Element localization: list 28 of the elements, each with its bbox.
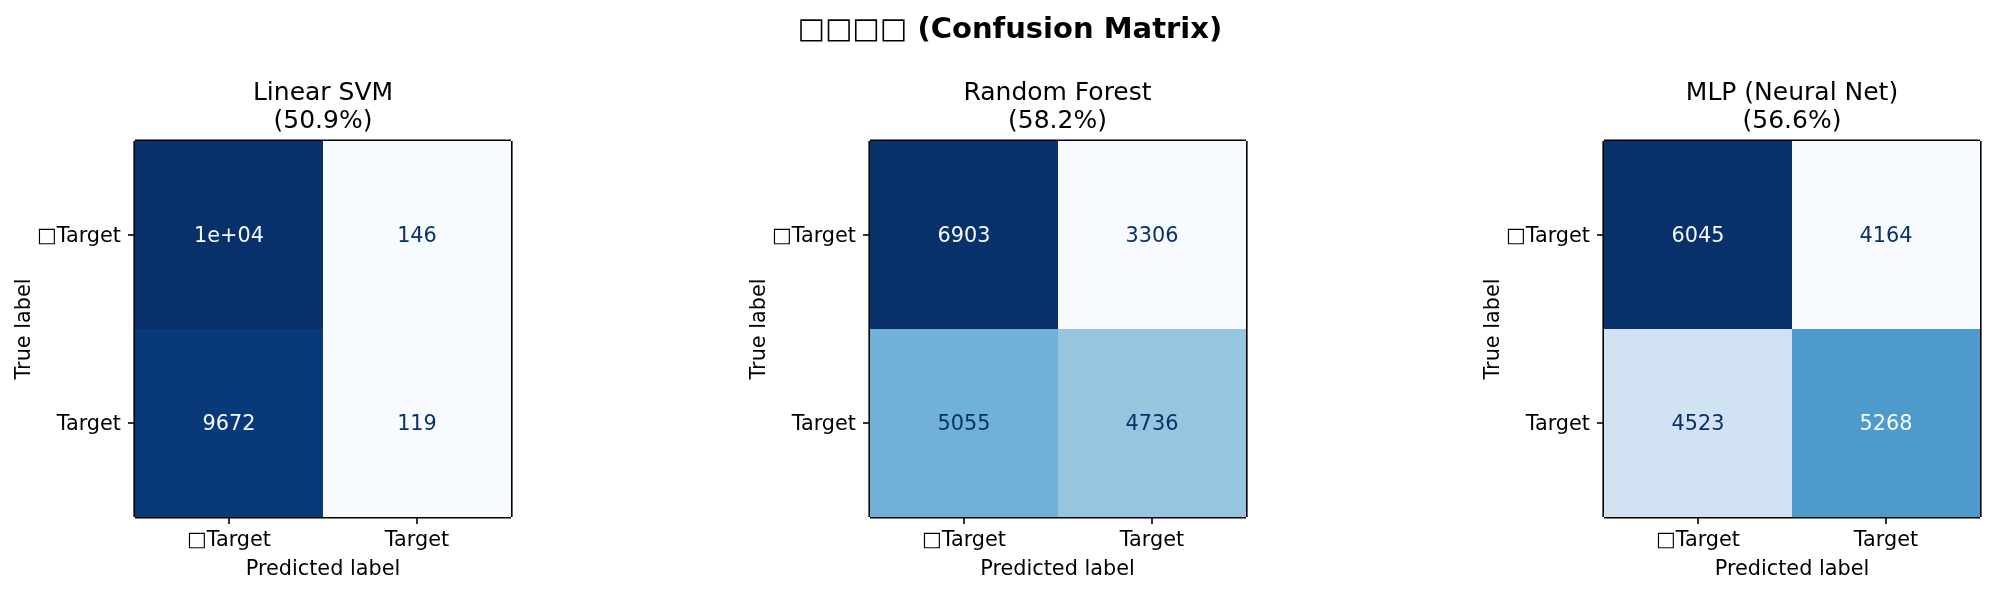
x-tick-label: Target bbox=[1852, 526, 1919, 551]
x-tick-label: □Target bbox=[1656, 526, 1740, 551]
y-axis-title: True label bbox=[1480, 278, 1504, 380]
text: □□□□ (Confusion Matrix) bbox=[797, 11, 1223, 45]
chart-title: Random Forest (58.2%) bbox=[963, 77, 1152, 134]
chart-title: MLP (Neural Net) (56.6%) bbox=[1685, 77, 1899, 134]
x-axis-title: Predicted label bbox=[245, 556, 401, 580]
x-tick-label: Target bbox=[383, 526, 450, 551]
data-label: 9672 bbox=[202, 411, 256, 435]
data-label: 6903 bbox=[937, 223, 990, 247]
data-label: 5055 bbox=[937, 411, 990, 435]
x-tick-label: □Target bbox=[921, 526, 1006, 551]
data-label: 6045 bbox=[1671, 223, 1725, 247]
data-label: 1e+04 bbox=[194, 223, 264, 247]
y-axis-title: True label bbox=[745, 278, 770, 380]
data-label: 119 bbox=[397, 411, 437, 435]
data-label: 5268 bbox=[1859, 411, 1913, 435]
data-label: 3306 bbox=[1125, 223, 1178, 247]
x-axis-title: Predicted label bbox=[1714, 556, 1870, 580]
data-label: 4736 bbox=[1125, 411, 1178, 435]
x-axis-title: Predicted label bbox=[980, 556, 1135, 580]
x-tick-label: □Target bbox=[187, 526, 271, 551]
x-tick-label: Target bbox=[1118, 526, 1184, 551]
chart-title: Linear SVM (50.9%) bbox=[252, 77, 394, 134]
data-label: 4164 bbox=[1859, 223, 1913, 247]
data-label: 4523 bbox=[1671, 411, 1725, 435]
data-label: 146 bbox=[397, 223, 437, 247]
y-axis-title: True label bbox=[11, 278, 35, 380]
